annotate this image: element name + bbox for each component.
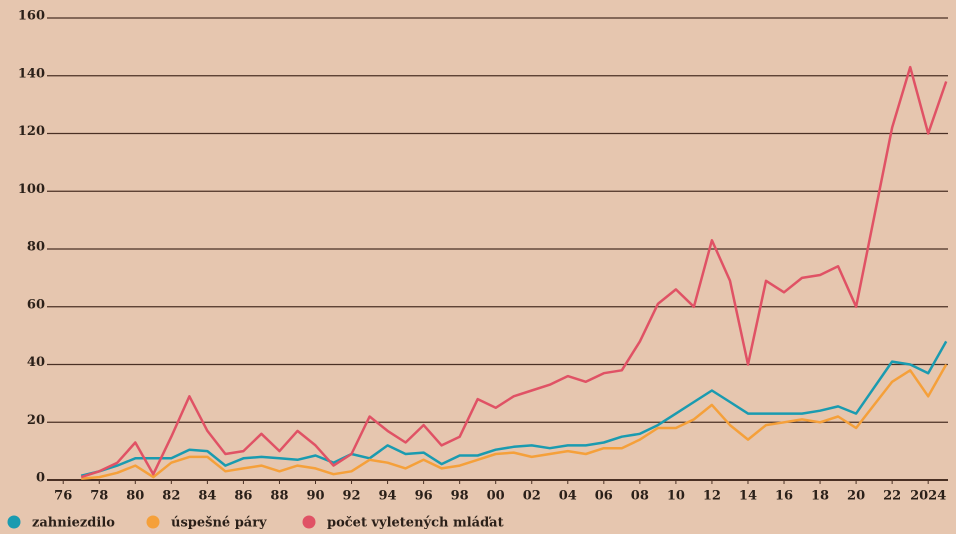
series-line (81, 363, 948, 480)
legend-swatch (146, 515, 160, 529)
y-tick-label: 120 (18, 124, 45, 139)
x-tick-label: 86 (234, 489, 252, 504)
x-tick-label: 14 (739, 489, 757, 504)
x-tick-label: 16 (775, 489, 793, 504)
x-tick-label: 06 (595, 489, 613, 504)
x-tick-label: 10 (667, 489, 685, 504)
y-tick-label: 140 (18, 66, 45, 81)
x-tick-label: 80 (126, 489, 144, 504)
x-tick-label: 18 (811, 489, 829, 504)
x-tick-label: 90 (306, 489, 324, 504)
legend-label: počet vyletených mláďat (327, 516, 504, 531)
y-tick-label: 100 (18, 182, 45, 197)
x-tick-label: 76 (54, 489, 72, 504)
series-line (80, 340, 948, 477)
x-tick-label: 98 (451, 489, 469, 504)
legend-swatch (302, 515, 316, 529)
x-tick-label: 02 (523, 489, 541, 504)
y-tick-label: 60 (27, 297, 45, 312)
y-tick-label: 160 (18, 9, 45, 24)
legend-swatch (7, 515, 21, 529)
series-line (80, 65, 948, 479)
x-tick-label: 22 (883, 489, 901, 504)
x-tick-label: 20 (847, 489, 865, 504)
x-tick-label: 96 (415, 489, 433, 504)
y-tick-label: 0 (36, 471, 45, 486)
x-tick-label: 88 (270, 489, 288, 504)
x-tick-label: 2024 (910, 489, 946, 504)
x-tick-label: 84 (198, 489, 216, 504)
x-tick-label: 00 (487, 489, 505, 504)
x-tick-label: 82 (162, 489, 180, 504)
y-tick-label: 80 (27, 240, 45, 255)
x-tick-label: 94 (379, 489, 397, 504)
x-tick-label: 92 (342, 489, 360, 504)
x-tick-label: 78 (90, 489, 108, 504)
legend-label: úspešné páry (171, 516, 267, 531)
y-tick-label: 20 (27, 413, 45, 428)
legend-label: zahniezdilo (32, 516, 115, 531)
y-tick-label: 40 (27, 355, 45, 370)
x-tick-label: 12 (703, 489, 721, 504)
x-tick-label: 08 (631, 489, 649, 504)
x-tick-label: 04 (559, 489, 577, 504)
